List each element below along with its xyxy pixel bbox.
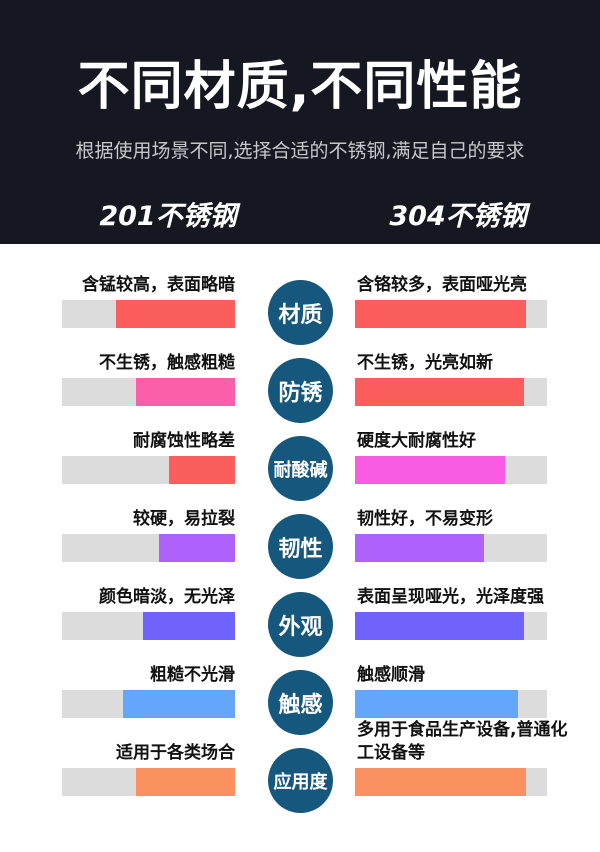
right-note: 硬度大耐腐性好 xyxy=(357,431,476,452)
header-banner: 不同材质,不同性能 根据使用场景不同,选择合适的不锈钢,满足自己的要求 201不… xyxy=(0,0,600,244)
comparison-row-applicability: 适用于各类场合 多用于食品生产设备,普通化工设备等 应用度 xyxy=(0,720,600,820)
column-header-304: 304不锈钢 xyxy=(389,201,527,232)
comparison-row-toughness: 较硬，易拉裂 韧性好，不易变形 韧性 xyxy=(0,508,600,586)
left-rating-bar-fill xyxy=(158,534,235,562)
comparison-row-material: 含锰较高，表面略暗 含铬较多，表面哑光亮 材质 xyxy=(0,274,600,352)
left-rating-bar-fill xyxy=(122,690,235,718)
left-rating-bar-fill xyxy=(136,768,235,796)
comparison-row-appearance: 颜色暗淡，无光泽 表面呈现哑光，光泽度强 外观 xyxy=(0,586,600,664)
category-badge: 外观 xyxy=(268,592,333,657)
category-badge: 材质 xyxy=(268,280,333,345)
right-rating-bar-fill xyxy=(355,768,526,796)
right-rating-bar-track xyxy=(355,378,547,406)
comparison-row-touch: 粗糙不光滑 触感顺滑 触感 xyxy=(0,664,600,742)
left-rating-bar-fill xyxy=(169,456,235,484)
left-rating-bar-track xyxy=(62,534,235,562)
right-note: 触感顺滑 xyxy=(357,665,425,686)
left-rating-bar-track xyxy=(62,378,235,406)
left-rating-bar-fill xyxy=(115,300,235,328)
left-rating-bar-fill xyxy=(136,378,235,406)
page-title: 不同材质,不同性能 xyxy=(77,57,523,117)
left-rating-bar-fill xyxy=(143,612,235,640)
left-note: 适用于各类场合 xyxy=(116,743,235,764)
left-note: 不生锈，触感粗糙 xyxy=(99,353,235,374)
category-badge: 韧性 xyxy=(268,514,333,579)
category-badge: 应用度 xyxy=(268,748,333,813)
right-rating-bar-track xyxy=(355,534,547,562)
left-rating-bar-track xyxy=(62,612,235,640)
category-badge: 触感 xyxy=(268,670,333,735)
comparison-row-acid-alkali: 耐腐蚀性略差 硬度大耐腐性好 耐酸碱 xyxy=(0,430,600,508)
right-note: 多用于食品生产设备,普通化工设备等 xyxy=(357,720,568,764)
right-rating-bar-fill xyxy=(355,300,526,328)
right-note: 韧性好，不易变形 xyxy=(357,509,493,530)
left-note: 耐腐蚀性略差 xyxy=(133,431,235,452)
right-rating-bar-fill xyxy=(355,378,524,406)
right-rating-bar-fill xyxy=(355,456,505,484)
right-note: 不生锈，光亮如新 xyxy=(357,353,493,374)
left-rating-bar-track xyxy=(62,690,235,718)
left-note: 较硬，易拉裂 xyxy=(133,509,235,530)
comparison-row-rustproof: 不生锈，触感粗糙 不生锈，光亮如新 防锈 xyxy=(0,352,600,430)
right-rating-bar-track xyxy=(355,612,547,640)
right-note: 含铬较多，表面哑光亮 xyxy=(357,275,527,296)
left-note: 含锰较高，表面略暗 xyxy=(82,275,235,296)
right-note: 表面呈现哑光，光泽度强 xyxy=(357,587,544,608)
category-badge: 防锈 xyxy=(268,358,333,423)
column-header-201: 201不锈钢 xyxy=(99,201,237,232)
left-note: 颜色暗淡，无光泽 xyxy=(99,587,235,608)
right-rating-bar-track xyxy=(355,768,547,796)
category-badge: 耐酸碱 xyxy=(268,436,333,501)
comparison-board: 含锰较高，表面略暗 含铬较多，表面哑光亮 材质 不生锈，触感粗糙 不生锈，光亮如… xyxy=(0,244,600,852)
right-rating-bar-fill xyxy=(355,690,519,718)
left-note: 粗糙不光滑 xyxy=(150,665,235,686)
right-rating-bar-track xyxy=(355,300,547,328)
page-subtitle: 根据使用场景不同,选择合适的不锈钢,满足自己的要求 xyxy=(75,140,525,162)
right-rating-bar-track xyxy=(355,456,547,484)
left-rating-bar-track xyxy=(62,456,235,484)
left-rating-bar-track xyxy=(62,300,235,328)
left-rating-bar-track xyxy=(62,768,235,796)
right-rating-bar-fill xyxy=(355,534,484,562)
right-rating-bar-fill xyxy=(355,612,524,640)
right-rating-bar-track xyxy=(355,690,547,718)
